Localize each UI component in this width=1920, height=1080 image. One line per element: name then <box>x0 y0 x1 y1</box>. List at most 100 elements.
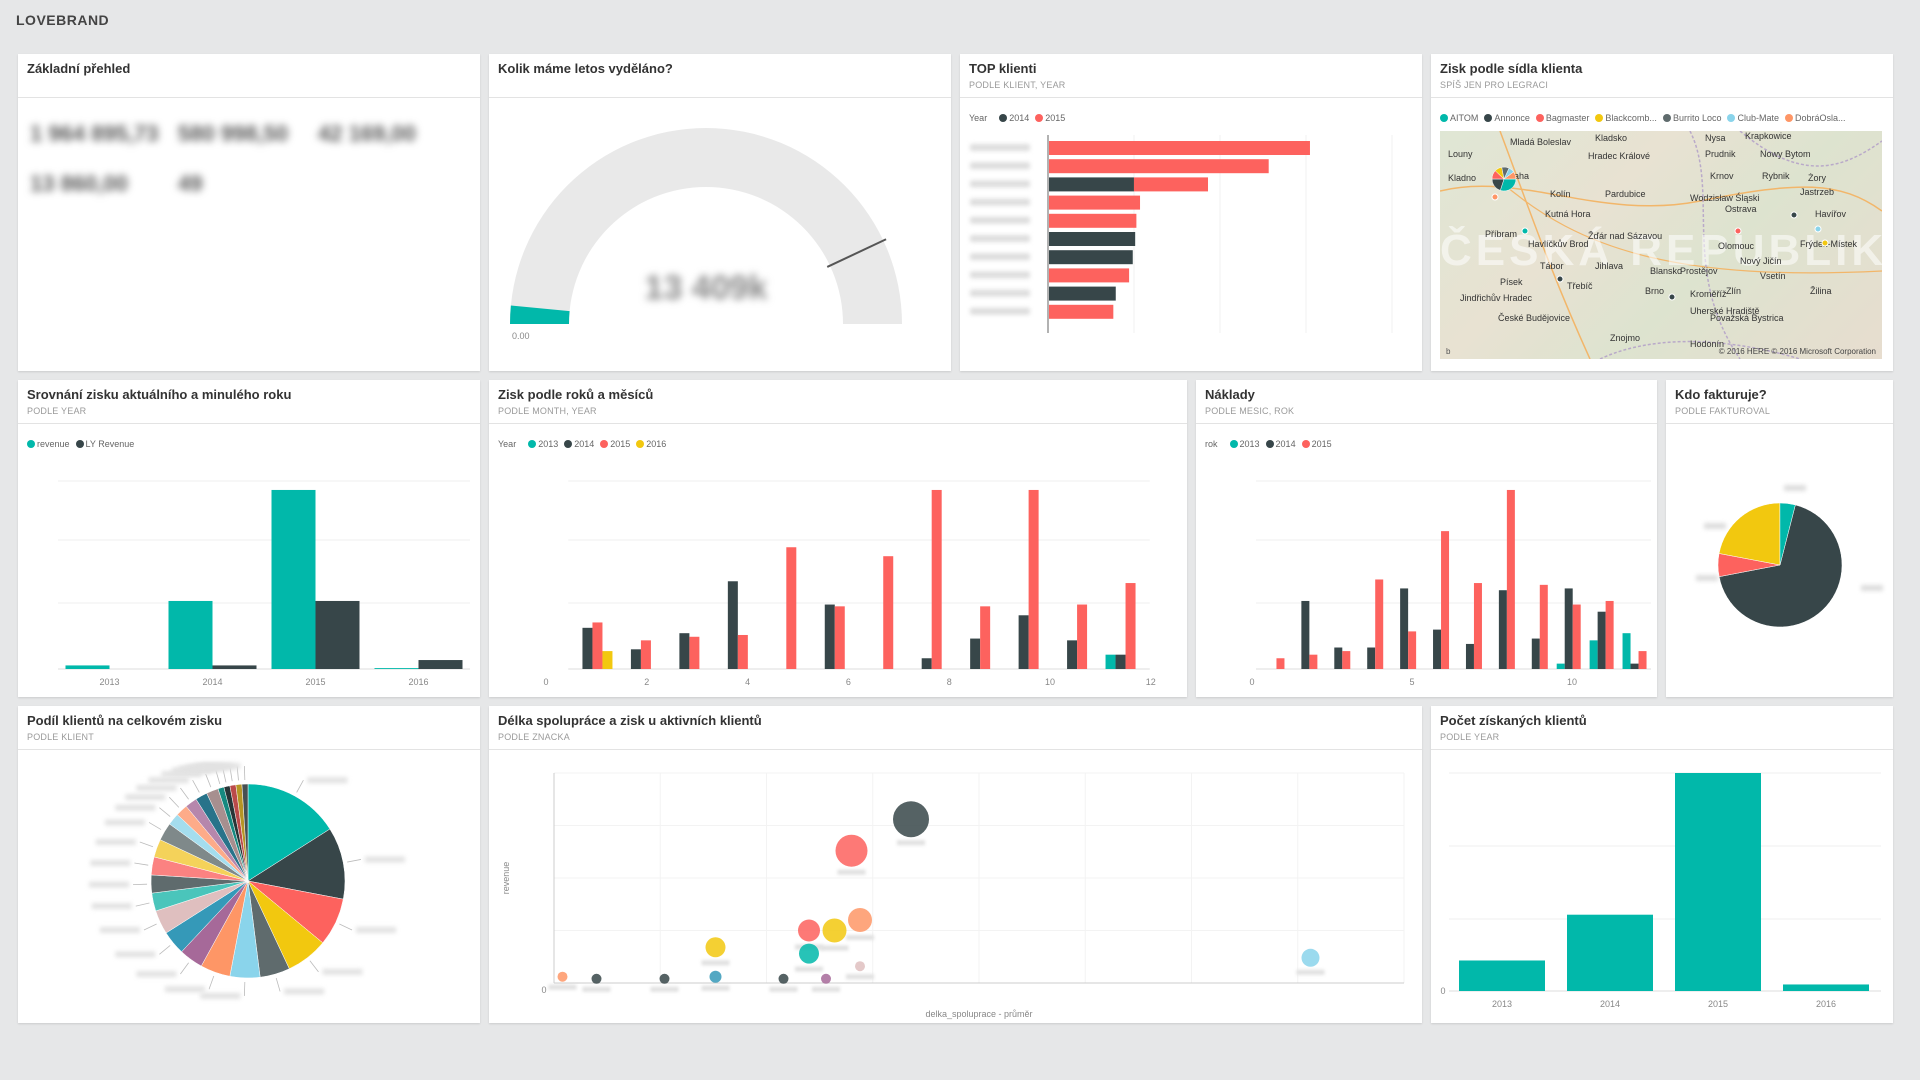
legend-item[interactable]: DobráOsla... <box>1784 113 1846 123</box>
map-city-label: Zlín <box>1726 286 1742 296</box>
tile-new-clients[interactable]: Počet získaných klientů PODLE YEAR 2013 2… <box>1431 706 1893 1023</box>
legend-label: DobráOsla... <box>1794 113 1846 123</box>
point-label-blurred <box>701 960 730 966</box>
map-city-label: Příbram <box>1485 229 1518 239</box>
legend-item[interactable]: 2014 <box>564 439 594 449</box>
point-label-blurred <box>701 985 730 991</box>
scatter-point <box>799 943 819 964</box>
scatter-point <box>705 937 726 958</box>
legend-item[interactable]: 2015 <box>600 439 630 449</box>
bar <box>1441 531 1450 669</box>
gauge-target-line <box>826 238 887 268</box>
legend-swatch <box>1484 114 1493 122</box>
map-city-label: Kutná Hora <box>1545 209 1591 219</box>
pie-slice <box>1718 504 1843 628</box>
kpi-value: 13 860,00 <box>30 171 128 196</box>
point-label-blurred <box>812 986 840 992</box>
y-origin-label: 0 <box>541 985 546 995</box>
map-city-label: Nysa <box>1705 133 1726 143</box>
client-label-blurred <box>970 162 1030 170</box>
legend-item[interactable]: AITOM <box>1440 113 1478 123</box>
tile-revenue-compare[interactable]: Srovnání zisku aktuálního a minulého rok… <box>18 380 480 697</box>
legend-swatch <box>1035 114 1044 122</box>
leader-line <box>222 768 227 783</box>
map-city-label: Vsetín <box>1760 271 1786 281</box>
tile-title: Zisk podle roků a měsíců <box>498 387 654 402</box>
point-label-blurred <box>837 869 866 875</box>
tile-basic-overview[interactable]: Základní přehled 1 964 895,73 580 998,50 4… <box>18 54 480 371</box>
leader-line <box>168 796 180 808</box>
x-tick-label: 0 <box>1249 677 1254 687</box>
tile-invoice[interactable]: Kdo fakturuje? PODLE FAKTUROVAL <box>1666 380 1893 697</box>
tile-subtitle: PODLE KLIENT <box>27 732 94 742</box>
x-tick-label: 6 <box>846 677 851 687</box>
leader-line <box>159 945 171 955</box>
tile-costs[interactable]: Náklady PODLE MESIC, ROK rok 2013 2014 2015… <box>1196 380 1657 697</box>
x-tick-label: 2013 <box>1492 999 1512 1009</box>
legend-item[interactable]: 2013 <box>528 439 558 449</box>
legend-item[interactable]: Bagmaster <box>1535 113 1589 123</box>
legend-item[interactable]: Annonce <box>1484 113 1530 123</box>
map-city-label: Nowy Bytom <box>1760 149 1811 159</box>
gauge-fill <box>510 305 570 324</box>
map-marker <box>1491 193 1499 201</box>
scatter-point <box>848 908 872 932</box>
bar <box>1498 590 1507 669</box>
map-city-label: Jihlava <box>1595 261 1624 271</box>
tile-top-clients[interactable]: TOP klienti PODLE KLIENT, YEAR Year 2014 2… <box>960 54 1422 371</box>
slice-label-blurred <box>136 784 177 791</box>
tile-map[interactable]: Zisk podle sídla klienta SPÍŠ JEN PRO LE… <box>1431 54 1893 371</box>
legend-item[interactable]: Burrito Loco <box>1662 113 1722 123</box>
legend-item[interactable]: 2016 <box>636 439 666 449</box>
tile-gauge[interactable]: Kolik máme letos vyděláno? 0.00 13 409k <box>489 54 951 371</box>
legend-item[interactable]: Club-Mate <box>1727 113 1779 123</box>
bar <box>1539 584 1548 669</box>
legend-item[interactable]: 2015 <box>1301 439 1332 449</box>
x-tick-label: 2016 <box>408 677 428 687</box>
map-city-label: Jastrzeb <box>1800 187 1835 197</box>
tile-months[interactable]: Zisk podle roků a měsíců PODLE MONTH, YE… <box>489 380 1187 697</box>
y-axis-title: revenue <box>501 862 511 895</box>
revenue-compare-chart: 2013 2014 2015 2016 <box>58 480 470 687</box>
legend-item[interactable]: Blackcomb... <box>1595 113 1657 123</box>
map-city-label: Kolín <box>1550 189 1571 199</box>
x-tick-label: 2015 <box>1708 999 1728 1009</box>
legend-item[interactable]: 2013 <box>1229 439 1260 449</box>
map-city-label: Kroměříž <box>1690 289 1727 299</box>
bar <box>1049 177 1134 192</box>
point-label-blurred <box>582 986 611 992</box>
legend-item[interactable]: 2014 <box>1265 439 1296 449</box>
legend-item[interactable]: 2015 <box>1035 113 1065 123</box>
legend-title: Year <box>969 113 988 123</box>
bar <box>1630 663 1639 669</box>
legend-item[interactable]: LY Revenue <box>75 439 134 449</box>
x-tick-label: 2014 <box>1600 999 1620 1009</box>
legend-item[interactable]: revenue <box>27 439 70 449</box>
tile-scatter[interactable]: Délka spolupráce a zisk u aktivních klie… <box>489 706 1422 1023</box>
tile-subtitle: PODLE YEAR <box>1440 732 1500 742</box>
legend-title: rok <box>1205 439 1218 449</box>
legend-label: 2014 <box>1009 113 1030 123</box>
map-view[interactable]: ČESKÁ REPUBLIKA Louny Mladá Boleslav Klads… <box>1440 131 1882 359</box>
legend-swatch <box>1301 440 1310 448</box>
bar <box>679 633 690 669</box>
leader-line <box>139 841 154 848</box>
client-label-blurred <box>970 253 1030 261</box>
bar <box>640 640 651 669</box>
bar <box>1115 654 1126 669</box>
legend-label: Burrito Loco <box>1672 113 1722 123</box>
bar <box>1675 773 1761 991</box>
legend-item[interactable]: 2014 <box>999 113 1029 123</box>
leader-line <box>159 807 171 817</box>
bar <box>1408 631 1417 669</box>
bar <box>418 660 463 669</box>
tile-client-share[interactable]: Podíl klientů na celkovém zisku PODLE KL… <box>18 706 480 1023</box>
tile-title: TOP klienti <box>969 61 1037 76</box>
leader-line <box>339 923 353 931</box>
bar <box>931 489 942 669</box>
leader-line <box>143 923 157 931</box>
leader-line <box>215 770 221 785</box>
legend-label: 2015 <box>1045 113 1066 123</box>
slice-label-blurred <box>165 986 206 993</box>
slice-label-blurred <box>1861 585 1883 591</box>
